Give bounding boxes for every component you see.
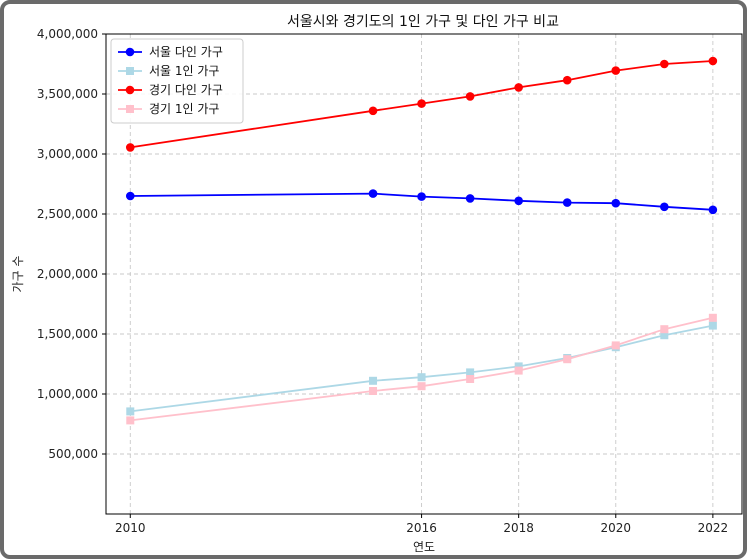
x-tick-label: 2018 [503,521,534,535]
legend-item: 경기 1인 가구 [118,102,219,116]
data-point [660,325,669,334]
legend-item: 경기 다인 가구 [118,83,223,97]
legend-box [110,38,244,124]
chart-svg: 서울시와 경기도의 1인 가구 및 다인 가구 비교 500,000 1,000,… [11,14,743,554]
data-point [368,189,378,198]
x-tick-label: 2010 [115,521,146,535]
x-tick-label: 2020 [600,521,631,535]
data-point [417,99,426,108]
data-point [514,83,523,92]
y-tick-label: 3,000,000 [37,147,98,161]
y-axis-title: 가구 수 [11,256,25,293]
data-point [708,313,717,322]
data-point [466,368,475,377]
series-3-group [125,56,718,152]
legend-swatch-marker [125,85,135,95]
legend-label: 서울 1인 가구 [149,64,219,78]
data-point [611,198,621,208]
legend-item: 서울 다인 가구 [118,45,223,59]
data-point [126,416,135,425]
x-axis-title: 연도 [413,540,435,554]
data-point [369,376,378,385]
data-point [126,407,135,416]
legend-label: 서울 다인 가구 [149,45,223,59]
data-point [562,75,572,85]
axes: 500,000 1,000,000 1,500,000 2,000,000 2,500,… [37,27,728,535]
x-tick-label: 2022 [698,521,729,535]
y-tick-label: 4,000,000 [37,27,98,41]
data-point [125,191,135,201]
data-point [125,143,135,152]
data-point [514,366,523,375]
data-point [660,331,669,340]
y-tick-label: 1,500,000 [37,327,98,341]
data-point [611,66,621,75]
data-point [417,382,426,391]
data-point [466,375,475,383]
data-point [660,59,669,69]
chart-title: 서울시와 경기도의 1인 가구 및 다인 가구 비교 [287,14,559,30]
legend-swatch-marker [125,47,135,57]
legend-item: 서울 1인 가구 [118,64,219,78]
data-point [563,355,572,364]
data-point [417,192,426,201]
x-tick-label: 2016 [406,521,437,535]
data-point [708,321,717,330]
y-tick-label: 3,500,000 [37,87,98,101]
legend-swatch-marker [126,67,134,75]
y-tick-label: 2,500,000 [37,207,98,221]
data-point [708,56,718,66]
data-point [611,341,620,350]
data-point [660,202,669,212]
y-tick-label: 2,000,000 [37,267,98,281]
series-4-group [126,313,717,425]
data-point [368,106,378,116]
series-1-group [125,189,718,215]
legend-label: 경기 1인 가구 [149,102,219,116]
data-point [465,194,475,203]
data-point [369,387,378,395]
data-point [562,198,572,207]
series-layer [125,56,718,425]
legend-label: 경기 다인 가구 [149,83,223,97]
data-point [708,205,718,215]
data-point [514,362,523,371]
y-tick-label: 1,000,000 [37,387,98,401]
data-point [417,373,426,382]
legend-swatch-marker [126,105,134,113]
data-point [514,196,523,206]
y-tick-label: 500,000 [48,447,98,461]
data-point [465,92,475,101]
